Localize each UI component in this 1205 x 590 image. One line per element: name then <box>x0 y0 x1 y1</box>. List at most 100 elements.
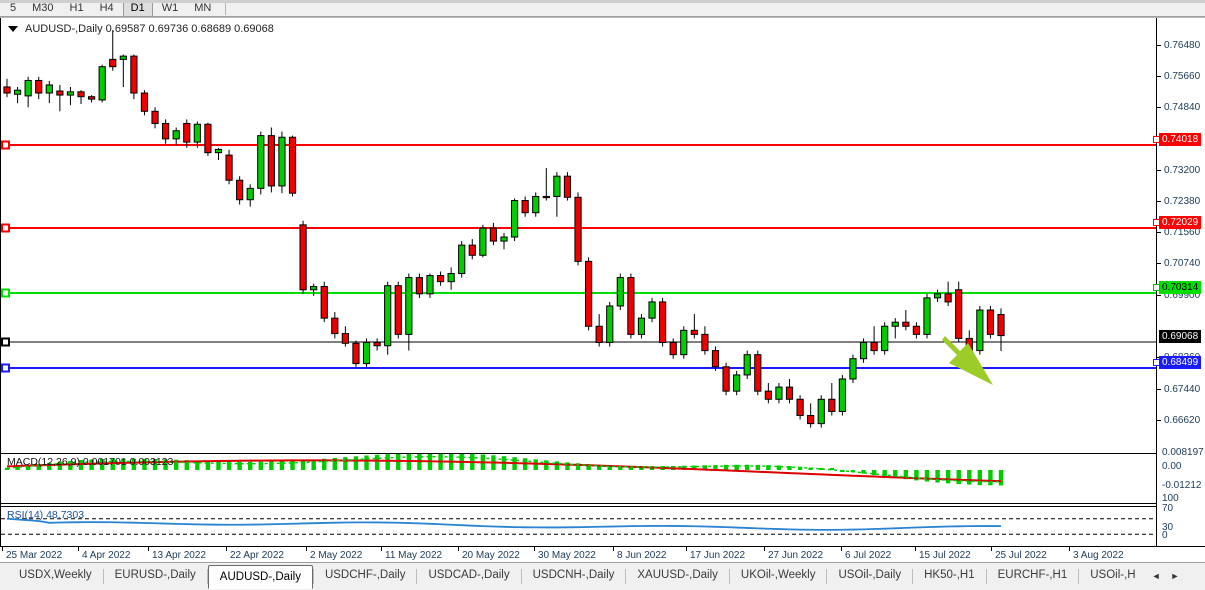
support-level-blue-label[interactable]: 0.68499 <box>1159 356 1202 369</box>
candle-body <box>288 136 297 194</box>
resistance-level-2-label[interactable]: 0.72029 <box>1159 216 1202 229</box>
chart-tab-eurchfh1[interactable]: EURCHF-,H1 <box>997 569 1068 581</box>
macd-histogram-bar <box>776 465 782 470</box>
timeframe-button-5[interactable]: 5 <box>10 1 17 14</box>
macd-histogram-bar <box>977 470 983 486</box>
tab-divider <box>520 569 522 584</box>
price-tick-label: 0.70740 <box>1157 259 1200 269</box>
macd-histogram-bar <box>36 463 41 470</box>
macd-histogram-bar <box>988 470 993 486</box>
macd-histogram-bar <box>554 461 560 470</box>
macd-histogram-bar <box>871 470 877 476</box>
timeframe-button-d1[interactable]: D1 <box>122 0 153 17</box>
candle-body <box>119 55 127 60</box>
resistance-level-1-label-handle[interactable] <box>1153 136 1160 143</box>
macd-histogram-bar <box>374 454 380 470</box>
date-axis-label: 27 Jun 2022 <box>768 550 824 561</box>
macd-histogram-bar <box>903 470 909 480</box>
support-level-green-label[interactable]: 0.70314 <box>1159 281 1202 294</box>
current-price-line-handle[interactable] <box>1 337 10 347</box>
candle-body <box>257 135 265 189</box>
macd-histogram-bar <box>723 464 729 470</box>
timeframe-button-h1[interactable]: H1 <box>69 1 84 14</box>
support-level-blue-label-handle[interactable] <box>1153 359 1160 366</box>
support-line-green-handle[interactable] <box>1 288 10 298</box>
timeframe-button-m30[interactable]: M30 <box>32 1 54 14</box>
date-axis-label: 15 Jul 2022 <box>919 550 971 561</box>
tab-divider <box>416 569 418 584</box>
chart-tab-usoildaily[interactable]: USOil-,Daily <box>838 569 902 581</box>
macd-histogram-bar <box>4 467 10 470</box>
date-tick <box>226 547 227 551</box>
chart-tab-hk50h1[interactable]: HK50-,H1 <box>924 569 975 581</box>
timeframe-button-group: 5 M30 H1 H4 D1 W1 MN <box>2 0 219 17</box>
candle-body <box>172 130 180 140</box>
candle-body <box>584 260 593 327</box>
chart-tab-usdcnhdaily[interactable]: USDCNH-,Daily <box>532 569 615 581</box>
chart-tab-usoilh[interactable]: USOil-,H <box>1090 569 1136 581</box>
resistance-line-1-handle[interactable] <box>1 140 10 150</box>
resistance-level-1-label[interactable]: 0.74018 <box>1159 133 1202 146</box>
candlestick-series <box>1 30 1156 428</box>
candle-body <box>944 293 952 303</box>
date-tick <box>381 547 382 551</box>
macd-histogram-bar <box>533 459 538 470</box>
price-pane <box>1 18 1156 452</box>
price-tick-label: 0.66620 <box>1157 416 1200 426</box>
resistance-level-2-label-handle[interactable] <box>1153 219 1160 226</box>
support-line-blue-handle[interactable] <box>1 363 10 373</box>
candle-body <box>637 317 646 335</box>
macd-signal-line <box>6 459 1002 483</box>
candle-body <box>532 195 540 214</box>
support-level-green-label-handle[interactable] <box>1153 284 1160 291</box>
toolbar-empty-area <box>232 0 1205 16</box>
candle-body <box>542 195 550 199</box>
date-tick <box>613 547 614 551</box>
candle-body <box>24 79 32 97</box>
rsi-scale-label: 100 <box>1162 493 1179 504</box>
chart-plot-area[interactable]: AUDUSD-,Daily 0.69587 0.69736 0.68689 0.… <box>0 18 1156 546</box>
macd-histogram-bar <box>607 465 612 470</box>
current-price-label[interactable]: 0.69068 <box>1159 330 1202 343</box>
macd-histogram-bar <box>205 460 211 470</box>
chart-tab-audusddaily[interactable]: AUDUSD-,Daily <box>207 565 313 589</box>
candle-body <box>151 110 159 124</box>
macd-histogram-bar <box>924 470 930 482</box>
timeframe-button-mn[interactable]: MN <box>194 1 212 14</box>
timeframe-toolbar: 5 M30 H1 H4 D1 W1 MN <box>0 0 1205 17</box>
chevron-down-icon[interactable] <box>8 26 18 32</box>
chart-tab-usdcaddaily[interactable]: USDCAD-,Daily <box>428 569 510 581</box>
tab-scroll-right-icon[interactable]: ► <box>1170 571 1180 581</box>
candle-body <box>426 275 434 295</box>
macd-histogram-bar <box>216 461 221 470</box>
chart-tab-eurusddaily[interactable]: EURUSD-,Daily <box>114 569 196 581</box>
candle-body <box>98 66 106 101</box>
timeframe-button-w1[interactable]: W1 <box>161 1 179 14</box>
date-tick <box>686 547 687 551</box>
chart-tab-usdchfdaily[interactable]: USDCHF-,Daily <box>324 569 406 581</box>
chart-tab-xauusddaily[interactable]: XAUUSD-,Daily <box>637 569 718 581</box>
down-arrow-annotation[interactable] <box>942 336 993 385</box>
macd-histogram-bar <box>628 465 634 470</box>
price-scale[interactable]: 0.76480 0.75660 0.74840 0.73200 0.72380 0.715… <box>1153 18 1205 546</box>
candle-body <box>130 55 138 94</box>
candle-body <box>955 289 963 339</box>
price-tick-label: 0.71560 <box>1157 228 1200 238</box>
candle-body <box>384 285 392 347</box>
date-tick <box>148 547 149 551</box>
resistance-line-2-handle[interactable] <box>1 223 10 233</box>
macd-histogram-bar <box>226 461 232 470</box>
chart-tab-usdxweekly[interactable]: USDX,Weekly <box>19 569 92 581</box>
timeframe-button-h4[interactable]: H4 <box>99 1 114 14</box>
candle-body <box>754 354 762 392</box>
candle-body <box>214 148 223 154</box>
chart-tab-bar: USDX,Weekly EURUSD-,Daily AUDUSD-,Daily USD… <box>0 562 1205 590</box>
candle-body <box>415 277 424 295</box>
candle-body <box>310 286 318 291</box>
tab-divider <box>728 569 730 584</box>
macd-histogram-bar <box>25 465 31 470</box>
macd-histogram-bar <box>935 470 940 483</box>
chart-tab-ukoilweekly[interactable]: UKOil-,Weekly <box>740 569 816 581</box>
tab-scroll-left-icon[interactable]: ◄ <box>1151 571 1161 581</box>
date-axis-label: 11 May 2022 <box>385 550 443 561</box>
